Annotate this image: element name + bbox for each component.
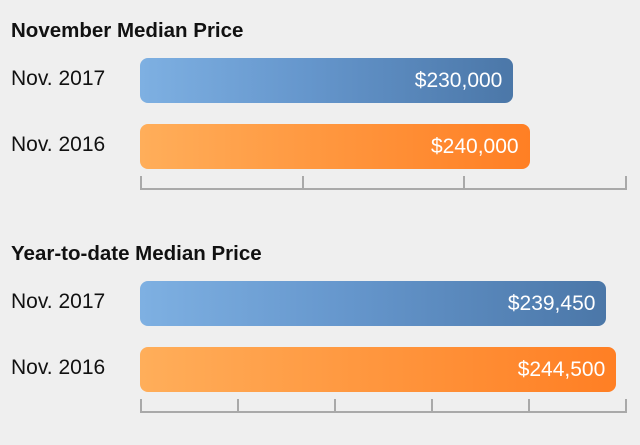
category-label: Nov. 2016 — [11, 133, 106, 156]
x-axis-tick — [431, 399, 433, 413]
category-label: Nov. 2017 — [11, 67, 106, 90]
category-label: Nov. 2016 — [11, 356, 106, 379]
chart-title: Year-to-date Median Price — [11, 242, 262, 265]
november-median-price-chart: November Median Price Nov. 2017 $230,000 N… — [0, 17, 640, 207]
x-axis-tick — [140, 399, 142, 413]
bar: $244,500 — [140, 347, 617, 392]
bar: $240,000 — [140, 124, 530, 169]
x-axis-tick — [625, 399, 627, 413]
chart-title: November Median Price — [11, 19, 244, 42]
x-axis-tick — [301, 176, 304, 190]
x-axis-tick — [237, 399, 239, 413]
bar-value-label: $244,500 — [517, 358, 606, 381]
x-axis-tick — [140, 176, 142, 190]
bar: $239,450 — [140, 281, 607, 326]
bar-value-label: $230,000 — [414, 69, 503, 92]
x-axis-line — [140, 188, 627, 190]
x-axis-tick — [528, 399, 530, 413]
bar-value-label: $240,000 — [431, 135, 519, 158]
ytd-median-price-chart: Year-to-date Median Price Nov. 2017 $239,… — [0, 240, 640, 440]
x-axis-tick — [334, 399, 336, 413]
bar: $230,000 — [140, 58, 514, 103]
category-label: Nov. 2017 — [11, 290, 106, 313]
x-axis-tick — [463, 176, 466, 190]
bar-value-label: $239,450 — [507, 292, 596, 315]
x-axis-line — [140, 411, 627, 413]
x-axis-tick — [625, 176, 627, 190]
